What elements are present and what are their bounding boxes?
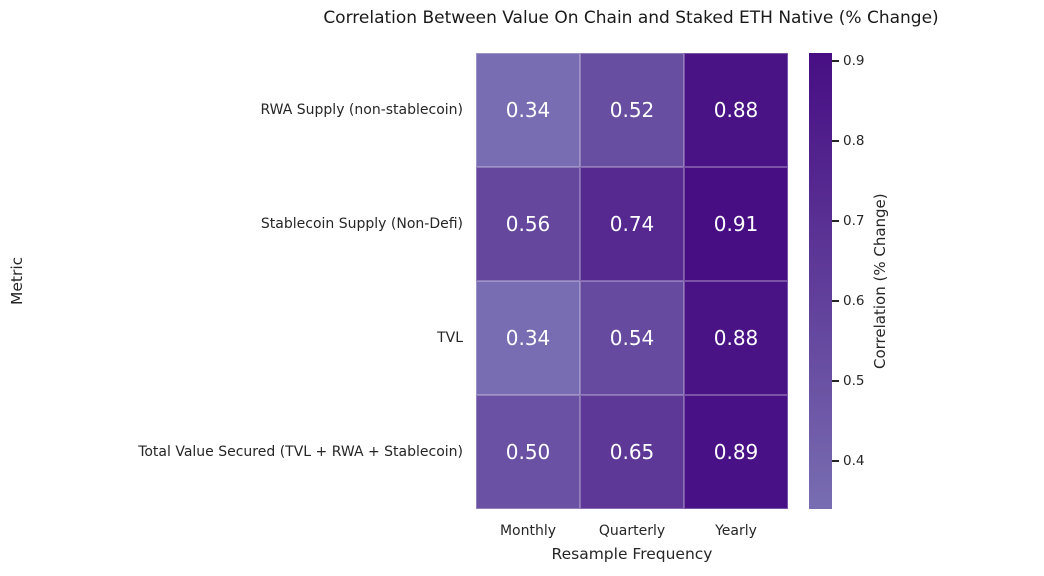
heatmap-cell: 0.34 xyxy=(476,281,580,395)
colorbar-tick-label: 0.5 xyxy=(843,373,865,389)
colorbar-tick-label: 0.6 xyxy=(843,293,865,309)
heatmap-cell: 0.34 xyxy=(476,53,580,167)
colorbar-tick-label: 0.7 xyxy=(843,213,865,229)
colorbar-tick-mark xyxy=(832,60,839,62)
x-axis-label: Resample Frequency xyxy=(551,545,713,563)
colorbar-tick-mark xyxy=(832,140,839,142)
heatmap-cell: 0.56 xyxy=(476,167,580,281)
heatmap-cell: 0.91 xyxy=(684,167,788,281)
y-tick-label: TVL xyxy=(437,330,463,346)
y-axis-label: Metric xyxy=(8,256,26,306)
heatmap-cell: 0.88 xyxy=(684,281,788,395)
heatmap-cell: 0.74 xyxy=(580,167,684,281)
y-tick-label: Stablecoin Supply (Non-Defi) xyxy=(260,216,463,232)
colorbar-tick-label: 0.4 xyxy=(843,453,865,469)
colorbar-tick-mark xyxy=(832,380,839,382)
heatmap-cell: 0.89 xyxy=(684,395,788,509)
colorbar-tick-label: 0.9 xyxy=(843,53,865,69)
colorbar-tick-label: 0.8 xyxy=(843,133,865,149)
heatmap-cell: 0.88 xyxy=(684,53,788,167)
x-tick-label: Monthly xyxy=(499,523,557,539)
heatmap-cell: 0.50 xyxy=(476,395,580,509)
y-tick-label: Total Value Secured (TVL + RWA + Stablec… xyxy=(138,444,463,460)
colorbar-gradient xyxy=(809,53,832,509)
colorbar-tick-mark xyxy=(832,460,839,462)
heatmap-grid: 0.34 0.52 0.88 0.56 0.74 0.91 0.34 0.54 0.88 0.50… xyxy=(476,53,788,509)
colorbar-label: Correlation (% Change) xyxy=(871,193,889,369)
colorbar-tick-mark xyxy=(832,300,839,302)
y-tick-label: RWA Supply (non-stablecoin) xyxy=(260,102,464,118)
colorbar-tick-mark xyxy=(832,220,839,222)
chart-title: Correlation Between Value On Chain and S… xyxy=(323,8,939,28)
heatmap-cell: 0.52 xyxy=(580,53,684,167)
heatmap-cell: 0.54 xyxy=(580,281,684,395)
x-tick-label: Quarterly xyxy=(598,523,666,539)
heatmap-cell: 0.65 xyxy=(580,395,684,509)
x-tick-label: Yearly xyxy=(715,523,757,539)
